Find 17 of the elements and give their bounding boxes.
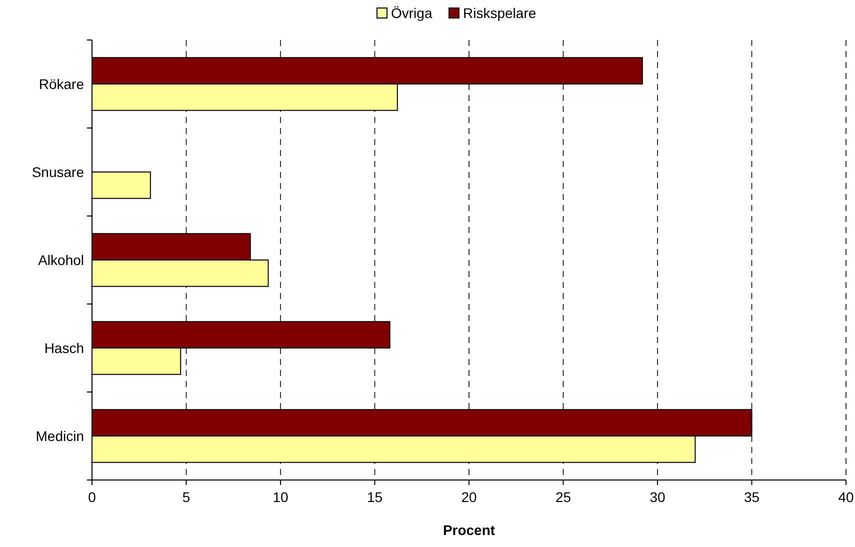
y-tick-label: Medicin <box>36 428 84 444</box>
x-tick-label: 35 <box>744 489 760 505</box>
legend-label: Riskspelare <box>463 5 536 21</box>
x-tick-label: 15 <box>366 489 383 505</box>
y-tick-label: Snusare <box>32 164 84 180</box>
y-tick-label: Hasch <box>44 340 84 356</box>
legend-label: Övriga <box>391 5 432 21</box>
y-tick-label: Rökare <box>38 76 84 92</box>
x-tick-label: 0 <box>88 489 96 505</box>
x-tick-label: 10 <box>272 489 288 505</box>
x-tick-label: 40 <box>838 489 854 505</box>
x-tick-label: 25 <box>555 489 572 505</box>
x-tick-label: 5 <box>182 489 190 505</box>
y-tick-label: Alkohol <box>38 252 84 268</box>
x-tick-label: 20 <box>461 489 477 505</box>
x-tick-label: 30 <box>650 489 666 505</box>
x-axis-title: Procent <box>442 522 496 538</box>
